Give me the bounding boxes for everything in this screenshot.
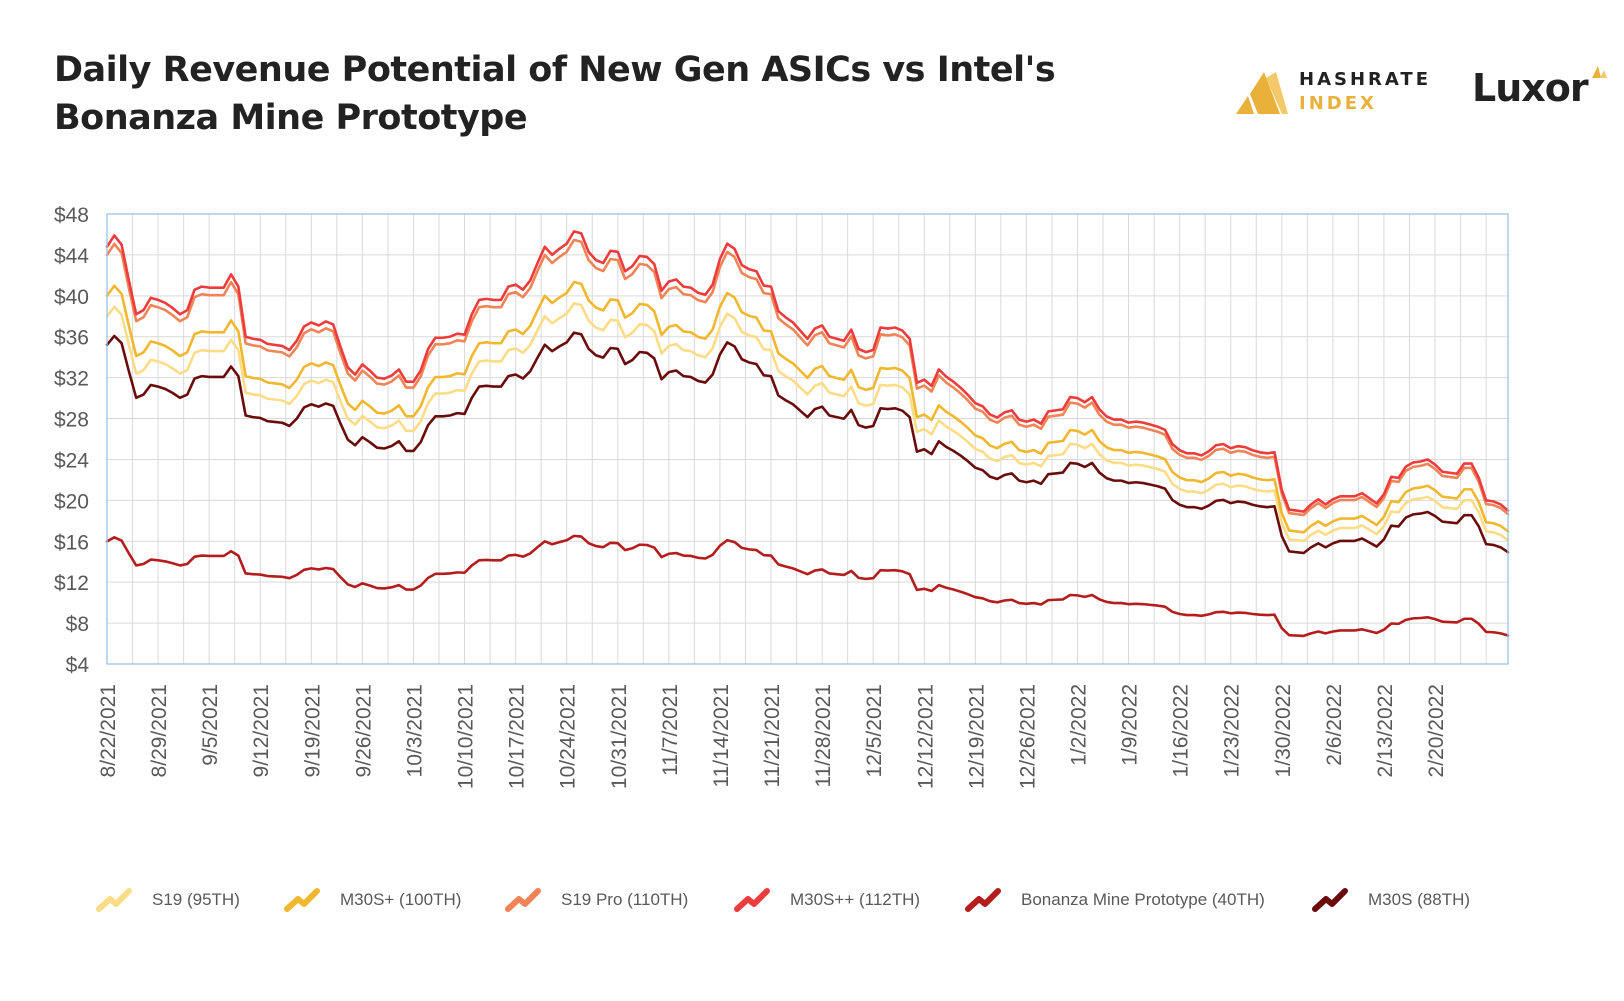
x-tick-label: 2/13/2022 <box>1374 684 1397 777</box>
x-tick-label: 11/21/2021 <box>761 684 784 788</box>
x-tick-label: 9/5/2021 <box>199 684 222 766</box>
chart-title: Daily Revenue Potential of New Gen ASICs… <box>54 46 1154 142</box>
x-tick-label: 12/26/2021 <box>1016 684 1039 789</box>
y-tick-label: $16 <box>54 531 89 554</box>
hashrate-index-logo: HASHRATE INDEX <box>1236 64 1436 124</box>
x-tick-label: 1/23/2022 <box>1221 684 1244 777</box>
legend-label: S19 (95TH) <box>152 890 240 909</box>
legend-label: Bonanza Mine Prototype (40TH) <box>1021 890 1265 909</box>
x-tick-label: 12/12/2021 <box>914 684 937 789</box>
y-tick-label: $40 <box>54 286 89 309</box>
legend-swatch-icon <box>734 888 770 912</box>
x-tick-label: 10/24/2021 <box>557 684 580 789</box>
x-axis: 8/22/2021 8/29/2021 9/5/2021 9/12/2021 9/19/… <box>97 684 1448 789</box>
y-tick-label: $48 <box>54 204 89 227</box>
legend-item: M30S (88TH) <box>1312 880 1470 920</box>
legend-label: M30S (88TH) <box>1368 890 1471 909</box>
x-tick-label: 8/29/2021 <box>148 684 171 777</box>
x-tick-label: 1/30/2022 <box>1272 684 1295 777</box>
y-tick-label: $8 <box>66 613 89 636</box>
hashrate-logo-line2: INDEX <box>1299 93 1377 114</box>
x-tick-label: 9/19/2021 <box>301 684 324 777</box>
x-tick-label: 1/2/2022 <box>1067 684 1090 766</box>
legend-swatch-icon <box>1312 888 1348 912</box>
legend-label: M30S+ (100TH) <box>340 890 462 909</box>
y-tick-label: $4 <box>66 654 90 677</box>
x-tick-label: 8/22/2021 <box>97 684 120 777</box>
series-line-1 <box>105 280 1510 534</box>
y-tick-label: $20 <box>54 490 89 513</box>
series-line-0 <box>105 302 1510 543</box>
legend-item: M30S+ (100TH) <box>284 880 461 920</box>
series-lines <box>105 230 1510 638</box>
x-tick-label: 12/19/2021 <box>965 684 988 789</box>
legend-swatch-icon <box>965 888 1001 912</box>
chart-legend: S19 (95TH) M30S+ (100TH) S19 Pro (110TH) M3… <box>0 880 1624 920</box>
hashrate-logo-line1: HASHRATE <box>1299 69 1431 90</box>
x-tick-label: 9/26/2021 <box>352 684 375 777</box>
legend-item: S19 (95TH) <box>96 880 240 920</box>
y-tick-label: $28 <box>54 409 89 432</box>
x-tick-label: 12/5/2021 <box>863 684 886 777</box>
series-line-5 <box>105 331 1510 555</box>
x-tick-label: 11/14/2021 <box>710 684 733 788</box>
luxor-logo-icon <box>1592 66 1607 78</box>
legend-label: S19 Pro (110TH) <box>561 890 689 909</box>
y-axis: $48 $44 $40 $36 $32 $28 $24 $20 $16 $12 $8 $4 <box>54 204 89 677</box>
y-tick-label: $24 <box>54 449 89 472</box>
x-tick-label: 2/6/2022 <box>1323 684 1346 766</box>
x-tick-label: 2/20/2022 <box>1425 684 1448 777</box>
x-tick-label: 10/10/2021 <box>455 684 478 789</box>
y-tick-label: $44 <box>54 245 89 268</box>
x-tick-label: 11/28/2021 <box>812 684 835 788</box>
series-line-3 <box>105 230 1510 513</box>
plot-frame <box>106 213 1509 665</box>
x-tick-label: 10/3/2021 <box>403 684 426 777</box>
series-line-4 <box>105 534 1510 638</box>
x-tick-label: 1/9/2022 <box>1119 684 1142 766</box>
y-tick-label: $32 <box>54 368 89 391</box>
chart-title-line1: Daily Revenue Potential of New Gen ASICs… <box>54 50 1056 90</box>
legend-swatch-icon <box>284 888 320 912</box>
x-tick-label: 10/31/2021 <box>608 684 631 789</box>
x-tick-label: 10/17/2021 <box>506 684 529 789</box>
hashrate-index-logo-icon <box>1236 72 1288 114</box>
chart-title-line2: Bonanza Mine Prototype <box>54 98 528 138</box>
legend-label: M30S++ (112TH) <box>790 890 921 909</box>
x-tick-label: 1/16/2022 <box>1170 684 1193 777</box>
legend-swatch-icon <box>96 888 132 912</box>
y-tick-label: $12 <box>54 572 89 595</box>
y-tick-label: $36 <box>54 327 89 350</box>
luxor-logo: Luxor <box>1472 64 1612 124</box>
legend-swatch-icon <box>505 888 541 912</box>
legend-item: S19 Pro (110TH) <box>505 880 688 920</box>
legend-item: M30S++ (112TH) <box>734 880 920 920</box>
x-tick-label: 9/12/2021 <box>250 684 273 777</box>
x-tick-label: 11/7/2021 <box>659 684 682 776</box>
chart-grid <box>106 213 1508 665</box>
luxor-logo-text: Luxor <box>1472 66 1589 110</box>
legend-item: Bonanza Mine Prototype (40TH) <box>965 880 1265 920</box>
